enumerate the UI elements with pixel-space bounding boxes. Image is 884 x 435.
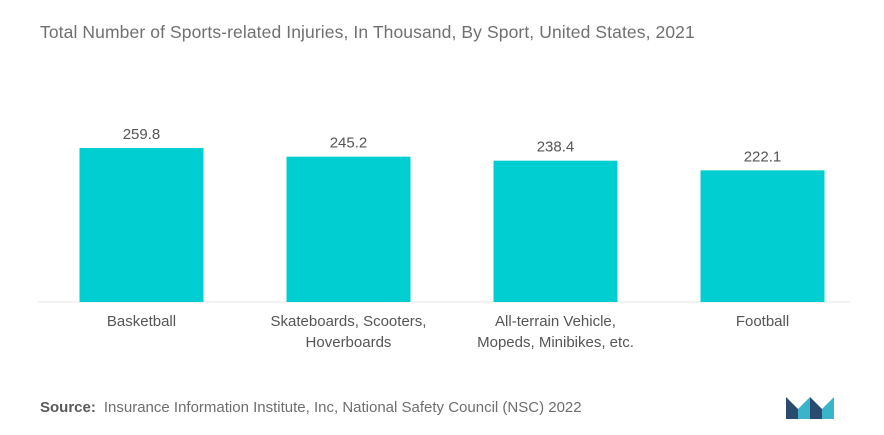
data-label-4: 222.1 [744,148,782,165]
data-label-2: 245.2 [330,135,368,152]
bar-3 [493,160,618,302]
category-label-3: All-terrain Vehicle, Mopeds, Minibikes, e… [477,313,634,351]
category-label-1: Basketball [107,313,176,330]
data-label-3: 238.4 [537,139,575,156]
chart-title: Total Number of Sports-related Injuries,… [40,22,695,42]
bar-2 [286,156,411,302]
source-text: Insurance Information Institute, Inc, Na… [103,399,582,416]
bar-4 [700,170,825,302]
category-label-2: Skateboards, Scooters, Hoverboards [271,313,427,351]
data-label-1: 259.8 [123,126,161,143]
bar-chart: 259.8 Basketball 245.2 Skateboards, Scooter… [38,126,850,351]
source-label: Source: [40,399,96,416]
mordor-logo-icon [786,397,834,419]
category-label-4: Football [736,313,789,330]
bar-1 [79,148,204,302]
source-note: Source: Insurance Information Institute, … [40,399,582,416]
